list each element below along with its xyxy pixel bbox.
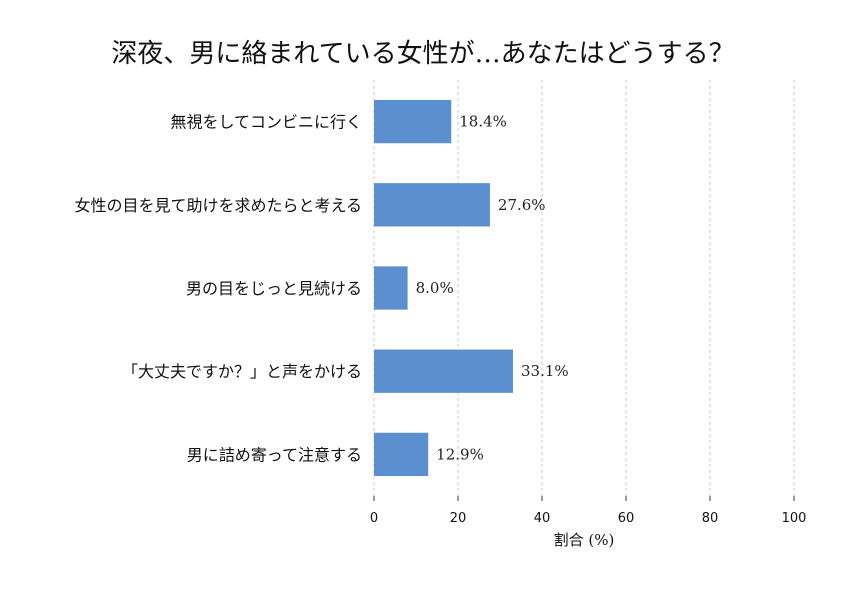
value-label: 18.4% xyxy=(459,113,507,131)
bar xyxy=(374,349,514,393)
x-tick-label: 100 xyxy=(782,511,807,526)
category-labels: 無視をしてコンビニに行く女性の目を見て助けを求めたらと考える男の目をじっと見続け… xyxy=(74,113,362,465)
value-label: 27.6% xyxy=(498,196,546,214)
bar xyxy=(374,99,452,144)
bar xyxy=(374,266,408,310)
category-label: 女性の目を見て助けを求めたらと考える xyxy=(74,196,362,215)
value-label: 8.0% xyxy=(416,279,454,297)
value-label: 33.1% xyxy=(521,362,569,380)
category-label: 男の目をじっと見続ける xyxy=(186,279,362,298)
x-axis-ticks: 0 20 40 60 80 100 xyxy=(370,496,807,526)
category-label: 無視をしてコンビニに行く xyxy=(170,113,362,132)
category-label: 男に詰め寄って注意する xyxy=(187,445,362,464)
x-tick-label: 0 xyxy=(370,511,378,526)
category-label: 「大丈夫ですか？」と声をかける xyxy=(122,362,362,381)
chart-title: 深夜、男に絡まれている女性が…あなたはどうする？ xyxy=(111,39,734,69)
x-tick-label: 60 xyxy=(618,511,635,526)
value-labels: 18.4% 27.6% 8.0% 33.1% 12.9% xyxy=(416,113,569,464)
x-axis-label: 割合 (%) xyxy=(554,531,615,549)
x-tick-label: 20 xyxy=(450,511,467,526)
bar xyxy=(374,432,429,477)
x-tick-label: 40 xyxy=(534,511,551,526)
value-label: 12.9% xyxy=(436,445,484,463)
bar xyxy=(374,183,490,227)
x-tick-label: 80 xyxy=(702,511,719,526)
bars xyxy=(374,99,514,477)
